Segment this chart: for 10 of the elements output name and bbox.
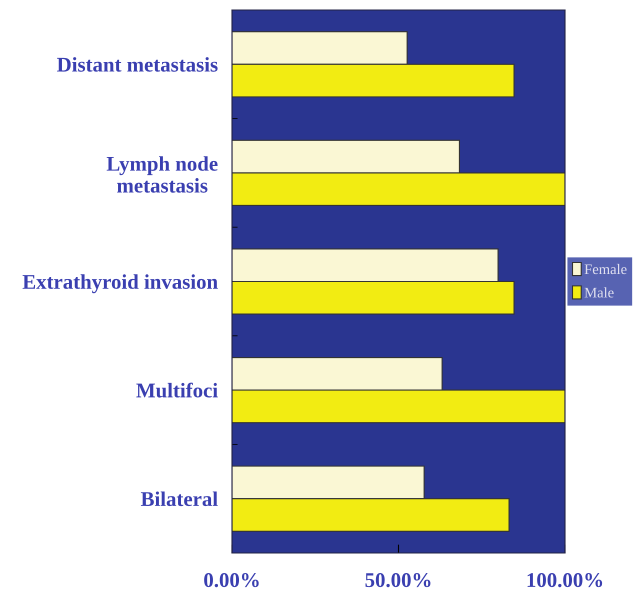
x-tick-label: 100.00% — [528, 573, 602, 588]
y-tick-label: Distant metastasis — [57, 57, 218, 72]
y-tick-label: Multifoci — [136, 382, 218, 398]
x-tick-label: 0.00% — [204, 573, 259, 588]
x-tick-label: 50.00% — [365, 573, 430, 588]
y-tick-label: Lymph node metastasis — [106, 156, 218, 193]
y-tick-label: Bilateral — [140, 491, 218, 506]
y-tick-label: Extrathyroid invasion — [22, 274, 218, 294]
legend-label: Male — [584, 287, 614, 298]
legend-label: Female — [584, 264, 627, 274]
